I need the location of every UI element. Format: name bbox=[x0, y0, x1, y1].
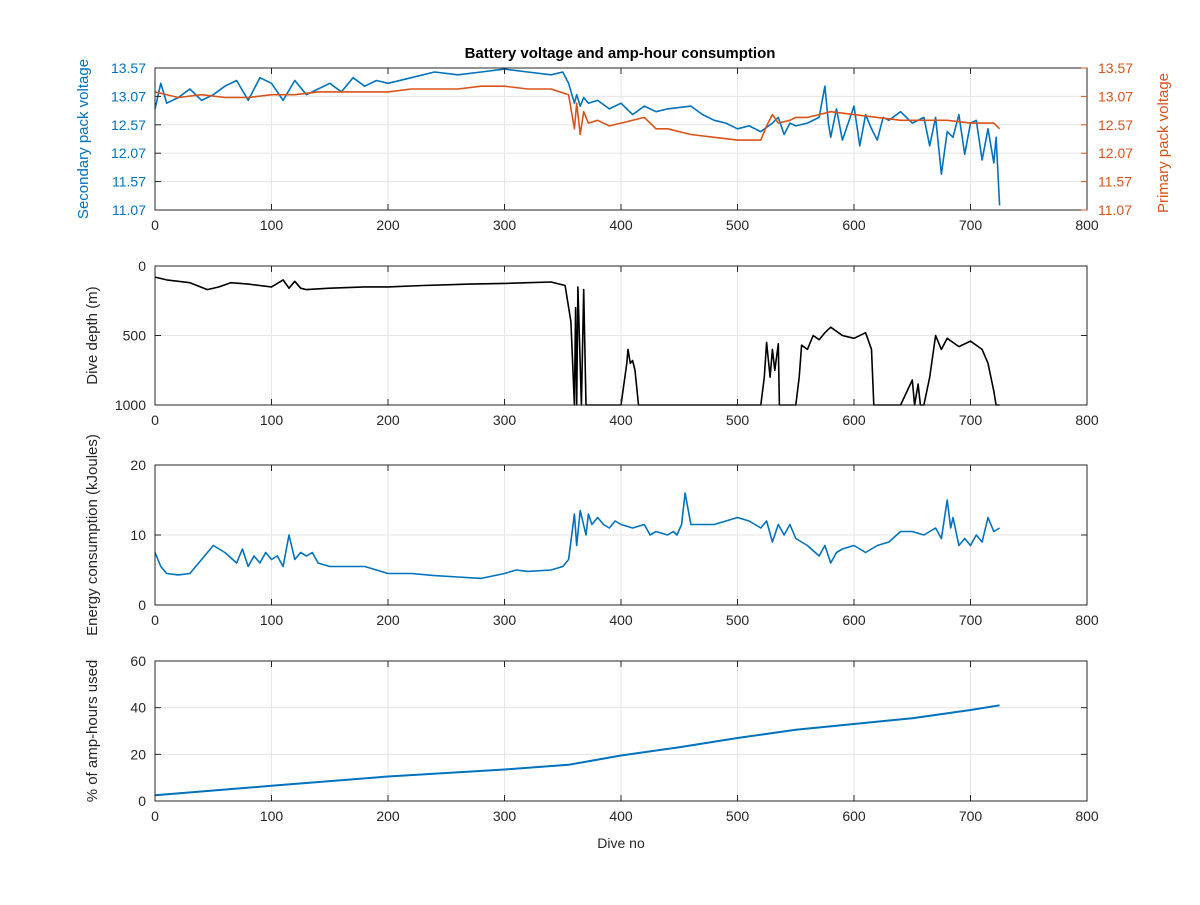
y-tick-label: 0 bbox=[138, 597, 146, 613]
x-tick-label: 700 bbox=[959, 217, 983, 233]
subplot-amphours: 0 100 200 300 400 500 600 700 800 0 20 40 60 % of amp… bbox=[84, 653, 1099, 851]
subplot-voltage: 0 100 200 300 400 500 600 700 80011.0711.5712.07… bbox=[75, 59, 1172, 233]
x-tick-label: 600 bbox=[842, 412, 866, 428]
subplot-energy: 0 100 200 300 400 500 600 700 800 0 10 20 Energy con… bbox=[84, 434, 1099, 636]
x-tick-label: 700 bbox=[959, 612, 983, 628]
chart-title: Battery voltage and amp-hour consumption bbox=[465, 45, 776, 62]
series-line-amphours-0 bbox=[154, 704, 1000, 797]
x-tick-label: 300 bbox=[493, 808, 517, 824]
x-tick-label: 600 bbox=[842, 217, 866, 233]
x-tick-label: 600 bbox=[842, 808, 866, 824]
x-tick-label: 500 bbox=[726, 612, 750, 628]
x-tick-label: 300 bbox=[493, 217, 517, 233]
y-tick-label: 13.07 bbox=[111, 88, 146, 104]
x-tick-label: 0 bbox=[151, 217, 159, 233]
y-tick-label-right: 12.57 bbox=[1098, 117, 1133, 133]
x-tick-label: 100 bbox=[260, 612, 284, 628]
y-tick-label: 60 bbox=[130, 653, 146, 669]
x-tick-label: 700 bbox=[959, 412, 983, 428]
x-tick-label: 500 bbox=[726, 217, 750, 233]
x-tick-label: 400 bbox=[609, 412, 633, 428]
y-tick-label: 12.07 bbox=[111, 145, 146, 161]
y-tick-label: 10 bbox=[130, 527, 146, 543]
x-tick-label: 500 bbox=[726, 412, 750, 428]
x-tick-label: 300 bbox=[493, 612, 517, 628]
x-tick-label: 200 bbox=[376, 808, 400, 824]
y-tick-label-right: 11.57 bbox=[1098, 174, 1132, 190]
y-tick-label-right: 13.07 bbox=[1098, 88, 1133, 104]
x-tick-label: 200 bbox=[376, 412, 400, 428]
y-tick-label: 0 bbox=[138, 793, 146, 809]
x-tick-label: 100 bbox=[260, 808, 284, 824]
y-tick-label: 500 bbox=[123, 328, 147, 344]
y-tick-label: 13.57 bbox=[111, 60, 146, 76]
y-axis-label: Secondary pack voltage bbox=[75, 59, 92, 219]
x-tick-label: 700 bbox=[959, 808, 983, 824]
y-tick-label: 11.57 bbox=[112, 174, 146, 190]
series-line-voltage-1 bbox=[154, 85, 1001, 141]
x-tick-label: 0 bbox=[151, 808, 159, 824]
x-tick-label: 100 bbox=[260, 217, 284, 233]
y-axis-label: % of amp-hours used bbox=[84, 660, 101, 803]
x-tick-label: 800 bbox=[1075, 217, 1099, 233]
y-tick-label-right: 13.57 bbox=[1098, 60, 1133, 76]
y-tick-label: 12.57 bbox=[111, 117, 146, 133]
series-line-energy-0 bbox=[154, 492, 1001, 580]
x-tick-label: 800 bbox=[1075, 412, 1099, 428]
x-tick-label: 600 bbox=[842, 612, 866, 628]
subplot-depth: 0 100 200 300 400 500 600 700 800 0 500 1000 Dive de… bbox=[84, 258, 1099, 428]
x-tick-label: 400 bbox=[609, 217, 633, 233]
x-tick-label: 0 bbox=[151, 412, 159, 428]
y-tick-label: 40 bbox=[130, 700, 146, 716]
x-axis-label: Dive no bbox=[597, 835, 645, 851]
y-axis-label: Energy consumption (kJoules) bbox=[84, 434, 101, 636]
x-tick-label: 300 bbox=[493, 412, 517, 428]
y-tick-label-right: 12.07 bbox=[1098, 145, 1133, 161]
y-tick-label: 11.07 bbox=[112, 202, 146, 218]
y-tick-label: 20 bbox=[130, 746, 146, 762]
y-tick-label: 1000 bbox=[115, 397, 146, 413]
y-axis-label: Dive depth (m) bbox=[84, 286, 101, 384]
x-tick-label: 200 bbox=[376, 217, 400, 233]
x-tick-label: 800 bbox=[1075, 612, 1099, 628]
y-tick-label: 20 bbox=[130, 457, 146, 473]
x-tick-label: 800 bbox=[1075, 808, 1099, 824]
x-tick-label: 400 bbox=[609, 612, 633, 628]
y-tick-label: 0 bbox=[138, 258, 146, 274]
x-tick-label: 500 bbox=[726, 808, 750, 824]
x-tick-label: 400 bbox=[609, 808, 633, 824]
x-tick-label: 200 bbox=[376, 612, 400, 628]
x-tick-label: 0 bbox=[151, 612, 159, 628]
y-tick-label-right: 11.07 bbox=[1098, 202, 1132, 218]
x-tick-label: 100 bbox=[260, 412, 284, 428]
y-axis-label-right: Primary pack voltage bbox=[1155, 73, 1172, 213]
